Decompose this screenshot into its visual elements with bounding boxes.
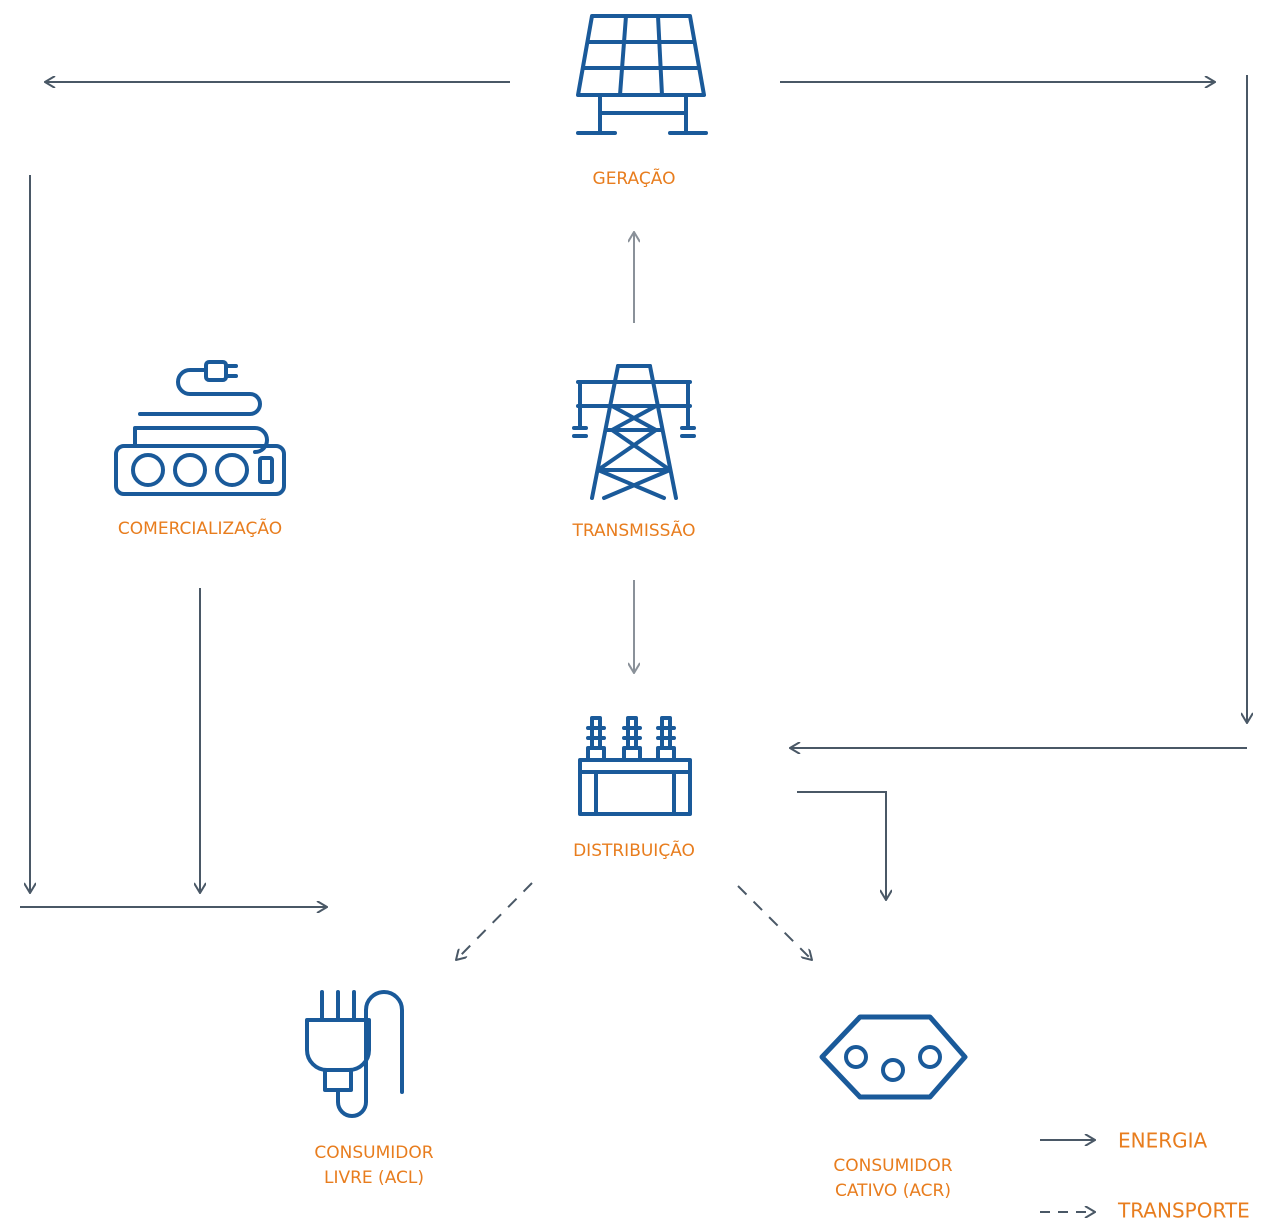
tower-icon <box>572 364 696 500</box>
node-label: CONSUMIDOR <box>314 1143 433 1163</box>
node-labels: GERAÇÃO COMERCIALIZAÇÃO TRANSMISSÃO DIST… <box>118 167 953 1201</box>
socket-icon <box>819 1014 968 1100</box>
dashed-arrow <box>737 885 812 960</box>
arrows <box>20 75 1247 960</box>
node-label: CATIVO (ACR) <box>835 1181 951 1201</box>
node-label: TRANSMISSÃO <box>572 519 696 541</box>
node-label: LIVRE (ACL) <box>324 1168 424 1188</box>
node-label: GERAÇÃO <box>593 167 676 189</box>
dashed-arrow <box>456 882 533 960</box>
legend-label: ENERGIA <box>1118 1129 1208 1153</box>
node-label: COMERCIALIZAÇÃO <box>118 517 282 539</box>
node-label: DISTRIBUIÇÃO <box>573 839 695 861</box>
arrow <box>797 791 886 900</box>
legend: ENERGIA TRANSPORTE <box>1040 1129 1250 1222</box>
plug-icon <box>305 990 404 1118</box>
node-label: CONSUMIDOR <box>833 1156 952 1176</box>
legend-label: TRANSPORTE <box>1117 1199 1250 1222</box>
power-strip-icon <box>114 360 286 496</box>
solar-panel-icon <box>576 14 708 135</box>
transformer-icon <box>578 716 692 816</box>
